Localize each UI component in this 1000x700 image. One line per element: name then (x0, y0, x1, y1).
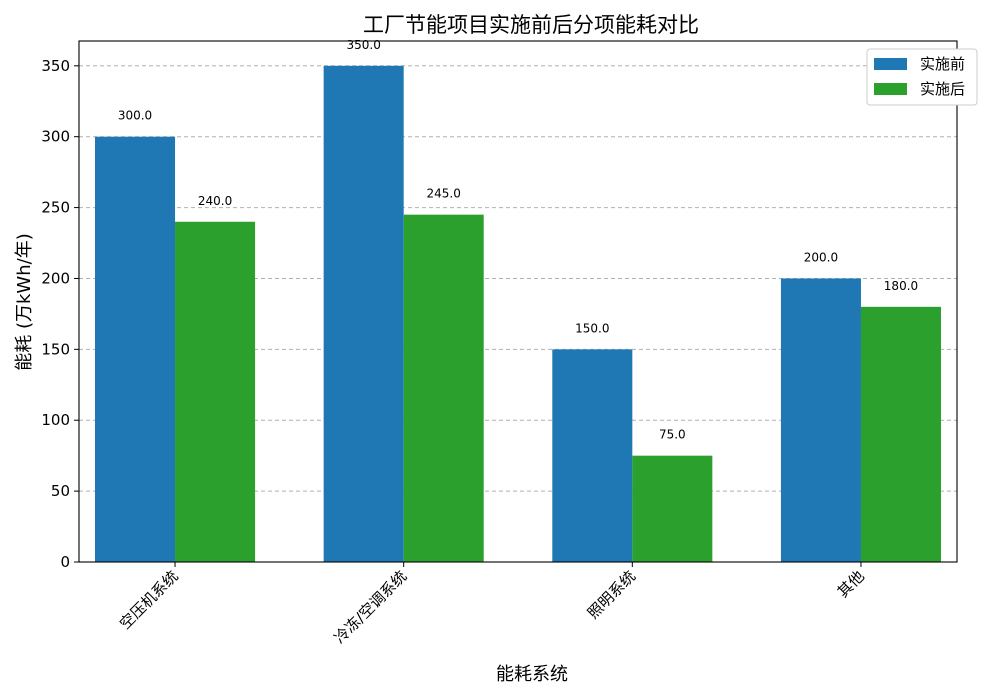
x-tick-label: 其他 (834, 567, 868, 601)
data-labels: 300.0 240.0 350.0 245.0 150.0 75.0 200.0 180.0 (118, 38, 918, 442)
data-label: 245.0 (427, 187, 461, 201)
x-tick-label: 冷冻/空调系统 (331, 567, 411, 647)
legend-label-before: 实施前 (920, 55, 965, 73)
bar-after (403, 214, 484, 562)
y-axis-ticks: 0 50 100 150 200 250 300 350 (41, 57, 79, 571)
bar-before (552, 349, 633, 562)
y-tick-label: 250 (41, 199, 70, 217)
x-tick-label: 空压机系统 (116, 567, 182, 633)
x-axis-ticks: 空压机系统 冷冻/空调系统 照明系统 其他 (116, 562, 868, 647)
plot-frame (78, 40, 958, 563)
chart-title: 工厂节能项目实施前后分项能耗对比 (363, 13, 699, 37)
data-label: 350.0 (346, 38, 380, 52)
bar-after (860, 306, 941, 562)
legend: 实施前 实施后 (866, 48, 978, 106)
bar-after (175, 221, 256, 562)
y-tick-label: 150 (41, 340, 70, 358)
legend-swatch-before (874, 58, 907, 70)
y-tick-label: 300 (41, 128, 70, 146)
y-tick-label: 100 (41, 411, 70, 429)
data-label: 150.0 (575, 321, 609, 335)
legend-label-after: 实施后 (920, 80, 965, 98)
data-label: 75.0 (659, 428, 686, 442)
bar-before (95, 136, 176, 562)
bar-before (780, 278, 861, 562)
bar-before (323, 65, 404, 563)
data-label: 200.0 (804, 250, 838, 264)
x-tick-label: 照明系统 (584, 567, 639, 622)
y-tick-label: 0 (60, 553, 70, 571)
axes (78, 40, 958, 563)
y-tick-label: 50 (51, 482, 70, 500)
data-label: 300.0 (118, 109, 152, 123)
data-label: 180.0 (884, 279, 918, 293)
y-tick-label: 350 (41, 57, 70, 75)
x-axis-label: 能耗系统 (496, 664, 568, 685)
bars (95, 65, 941, 563)
legend-swatch-after (874, 83, 907, 95)
y-axis-label: 能耗 (万kWh/年) (14, 233, 35, 370)
y-tick-label: 200 (41, 269, 70, 287)
bar-after (632, 455, 713, 562)
data-label: 240.0 (198, 194, 232, 208)
